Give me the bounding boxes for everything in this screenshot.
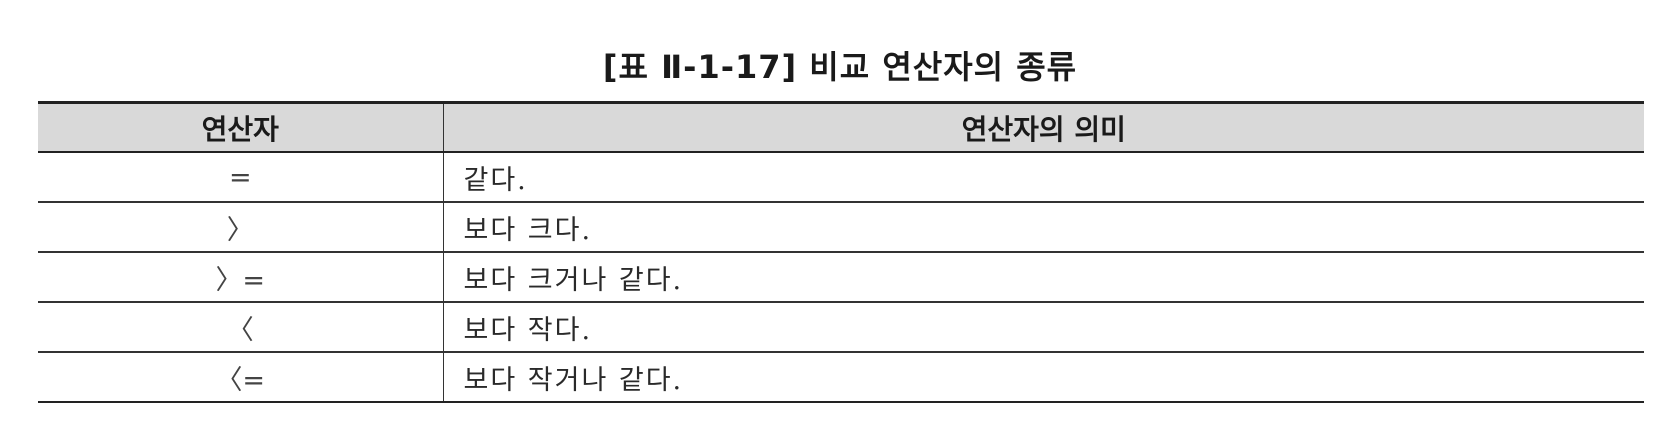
table-row: 〉 보다 크다. bbox=[38, 202, 1644, 253]
table-row: 〈= 보다 작거나 같다. bbox=[38, 352, 1644, 403]
table-row: = 같다. bbox=[38, 152, 1644, 203]
header-meaning: 연산자의 의미 bbox=[443, 101, 1644, 153]
operator-cell: 〉 bbox=[38, 202, 444, 253]
meaning-cell: 같다. bbox=[443, 152, 1644, 203]
meaning-cell: 보다 크거나 같다. bbox=[443, 252, 1644, 303]
table-caption: [표 Ⅱ-1-17] 비교 연산자의 종류 bbox=[602, 48, 1078, 86]
meaning-cell: 보다 작거나 같다. bbox=[443, 352, 1644, 403]
operator-cell: 〉= bbox=[38, 252, 444, 303]
meaning-cell: 보다 작다. bbox=[443, 302, 1644, 353]
operator-cell: = bbox=[38, 152, 444, 203]
operator-cell: 〈= bbox=[38, 352, 444, 403]
table-header-row: 연산자 연산자의 의미 bbox=[38, 101, 1644, 153]
table-row: 〉= 보다 크거나 같다. bbox=[38, 252, 1644, 303]
comparison-operators-table: 연산자 연산자의 의미 = 같다. 〉 보다 크다. 〉= 보다 크거나 같다.… bbox=[38, 101, 1644, 403]
operator-cell: 〈 bbox=[38, 302, 444, 353]
table-row: 〈 보다 작다. bbox=[38, 302, 1644, 353]
header-operator: 연산자 bbox=[38, 101, 444, 153]
meaning-cell: 보다 크다. bbox=[443, 202, 1644, 253]
